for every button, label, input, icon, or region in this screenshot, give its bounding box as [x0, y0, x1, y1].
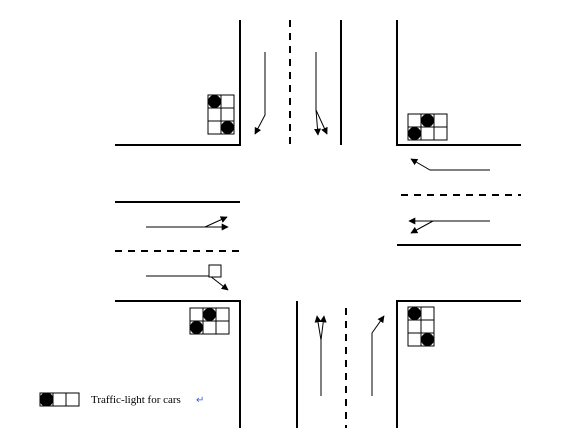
traffic-light-cell: [407, 113, 422, 128]
traffic-light-cell: [202, 320, 217, 335]
west-right-turn-arrow: [146, 275, 229, 291]
traffic-light-cell: [215, 307, 230, 322]
traffic-light-cell: [220, 107, 235, 122]
lane-dividers: [115, 20, 521, 428]
traffic-light-cell: [420, 126, 435, 141]
west-pedestrian-signal: [208, 264, 222, 278]
traffic-light-lamp: [408, 127, 421, 140]
south-west-curb: [115, 300, 241, 428]
traffic-light-cell: [420, 306, 435, 321]
traffic-light-lamp: [203, 308, 216, 321]
north-east-corner-curb: [396, 20, 521, 146]
north-left-turn-arrow: [254, 52, 266, 135]
traffic-light-cell: [207, 120, 222, 135]
legend: Traffic-light for cars ↵: [39, 392, 204, 407]
traffic-light-cell: [220, 94, 235, 109]
traffic-light-north-east: [407, 113, 448, 141]
traffic-light-cell: [207, 107, 222, 122]
lane-arrows: [146, 52, 490, 396]
traffic-light-lamp: [221, 121, 234, 134]
east-left-turn-arrow: [410, 158, 490, 171]
north-west-curb: [115, 20, 241, 146]
traffic-light-lamp: [190, 321, 203, 334]
traffic-light-cell: [420, 319, 435, 334]
traffic-light-lamp: [421, 114, 434, 127]
traffic-light-lamp: [421, 333, 434, 346]
north-right-turn-arrow: [315, 109, 328, 135]
south-east-curb: [396, 300, 521, 428]
return-mark-icon: ↵: [196, 395, 204, 406]
east-right-turn-arrow: [410, 220, 434, 234]
north-straight-arrow: [314, 52, 321, 136]
south-right-turn-arrow: [371, 315, 385, 396]
traffic-light-lamp: [408, 307, 421, 320]
west-left-turn-arrow: [204, 216, 228, 228]
traffic-light-cell: [189, 307, 204, 322]
traffic-light-cell: [215, 320, 230, 335]
traffic-light-lamp: [208, 95, 221, 108]
traffic-light-south-west: [189, 307, 230, 335]
traffic-light-cell: [407, 319, 422, 334]
road-edges: [115, 20, 521, 428]
traffic-light-south-east: [407, 306, 435, 347]
traffic-light-cell: [433, 126, 448, 141]
south-straight-arrow: [314, 315, 322, 396]
legend-traffic-light-icon: [39, 392, 80, 407]
south-left-turn-arrow: [319, 315, 327, 341]
traffic-light-cell: [433, 113, 448, 128]
traffic-light-north-west: [207, 94, 235, 135]
traffic-lights: [189, 94, 448, 347]
traffic-light-cell: [407, 332, 422, 347]
legend-label: Traffic-light for cars: [91, 394, 181, 406]
